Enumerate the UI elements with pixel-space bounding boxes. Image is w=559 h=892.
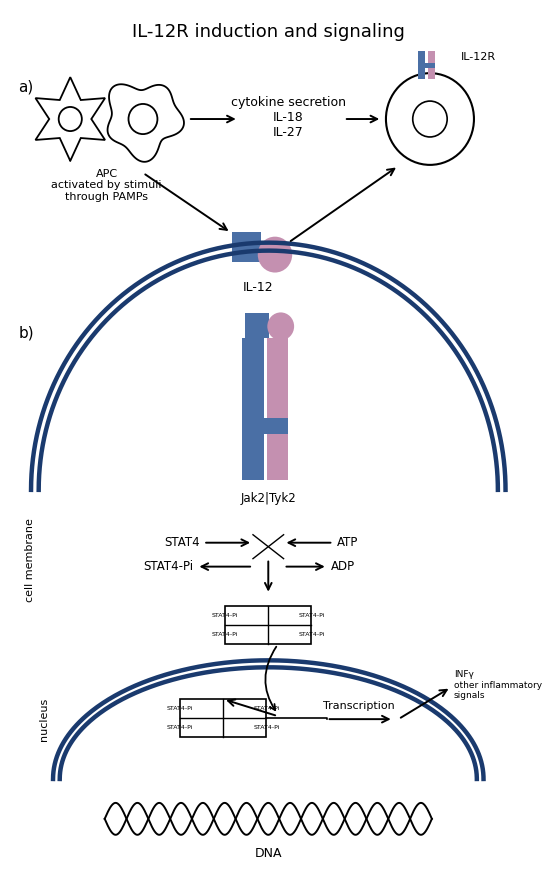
Text: STAT4-Pi: STAT4-Pi <box>253 706 280 711</box>
FancyBboxPatch shape <box>232 232 260 261</box>
Text: DNA: DNA <box>254 847 282 860</box>
Text: nucleus: nucleus <box>40 698 49 740</box>
Text: ATP: ATP <box>337 536 358 549</box>
Circle shape <box>258 236 292 273</box>
FancyBboxPatch shape <box>428 51 435 79</box>
Text: IL-12: IL-12 <box>243 280 273 293</box>
FancyBboxPatch shape <box>243 418 288 434</box>
FancyBboxPatch shape <box>180 699 267 737</box>
Text: STAT4-Pi: STAT4-Pi <box>167 725 193 731</box>
Text: STAT4-Pi: STAT4-Pi <box>212 614 239 618</box>
Text: Jak2|Tyk2: Jak2|Tyk2 <box>240 491 296 505</box>
Text: cytokine secretion
IL-18
IL-27: cytokine secretion IL-18 IL-27 <box>231 96 346 139</box>
Text: ADP: ADP <box>330 560 354 574</box>
FancyBboxPatch shape <box>419 63 435 68</box>
Text: INFγ
other inflammatory
signals: INFγ other inflammatory signals <box>454 671 542 700</box>
Text: Transcription: Transcription <box>323 701 395 711</box>
Text: STAT4: STAT4 <box>164 536 200 549</box>
Text: STAT4-Pi: STAT4-Pi <box>298 614 325 618</box>
FancyBboxPatch shape <box>419 51 425 79</box>
FancyBboxPatch shape <box>245 313 269 338</box>
Circle shape <box>267 312 294 341</box>
FancyBboxPatch shape <box>267 338 288 480</box>
Text: b): b) <box>18 326 34 341</box>
Text: STAT4-Pi: STAT4-Pi <box>167 706 193 711</box>
Text: APC
activated by stimuli
through PAMPs: APC activated by stimuli through PAMPs <box>51 169 162 202</box>
FancyBboxPatch shape <box>243 338 263 480</box>
Text: STAT4-Pi: STAT4-Pi <box>298 632 325 638</box>
Text: IL-12R induction and signaling: IL-12R induction and signaling <box>132 23 405 41</box>
Text: STAT4-Pi: STAT4-Pi <box>253 725 280 731</box>
Text: STAT4-Pi: STAT4-Pi <box>144 560 193 574</box>
Text: STAT4-Pi: STAT4-Pi <box>212 632 239 638</box>
FancyBboxPatch shape <box>225 607 311 644</box>
Text: cell membrane: cell membrane <box>25 517 35 601</box>
Text: IL-12R: IL-12R <box>461 53 496 62</box>
Text: a): a) <box>18 79 34 95</box>
